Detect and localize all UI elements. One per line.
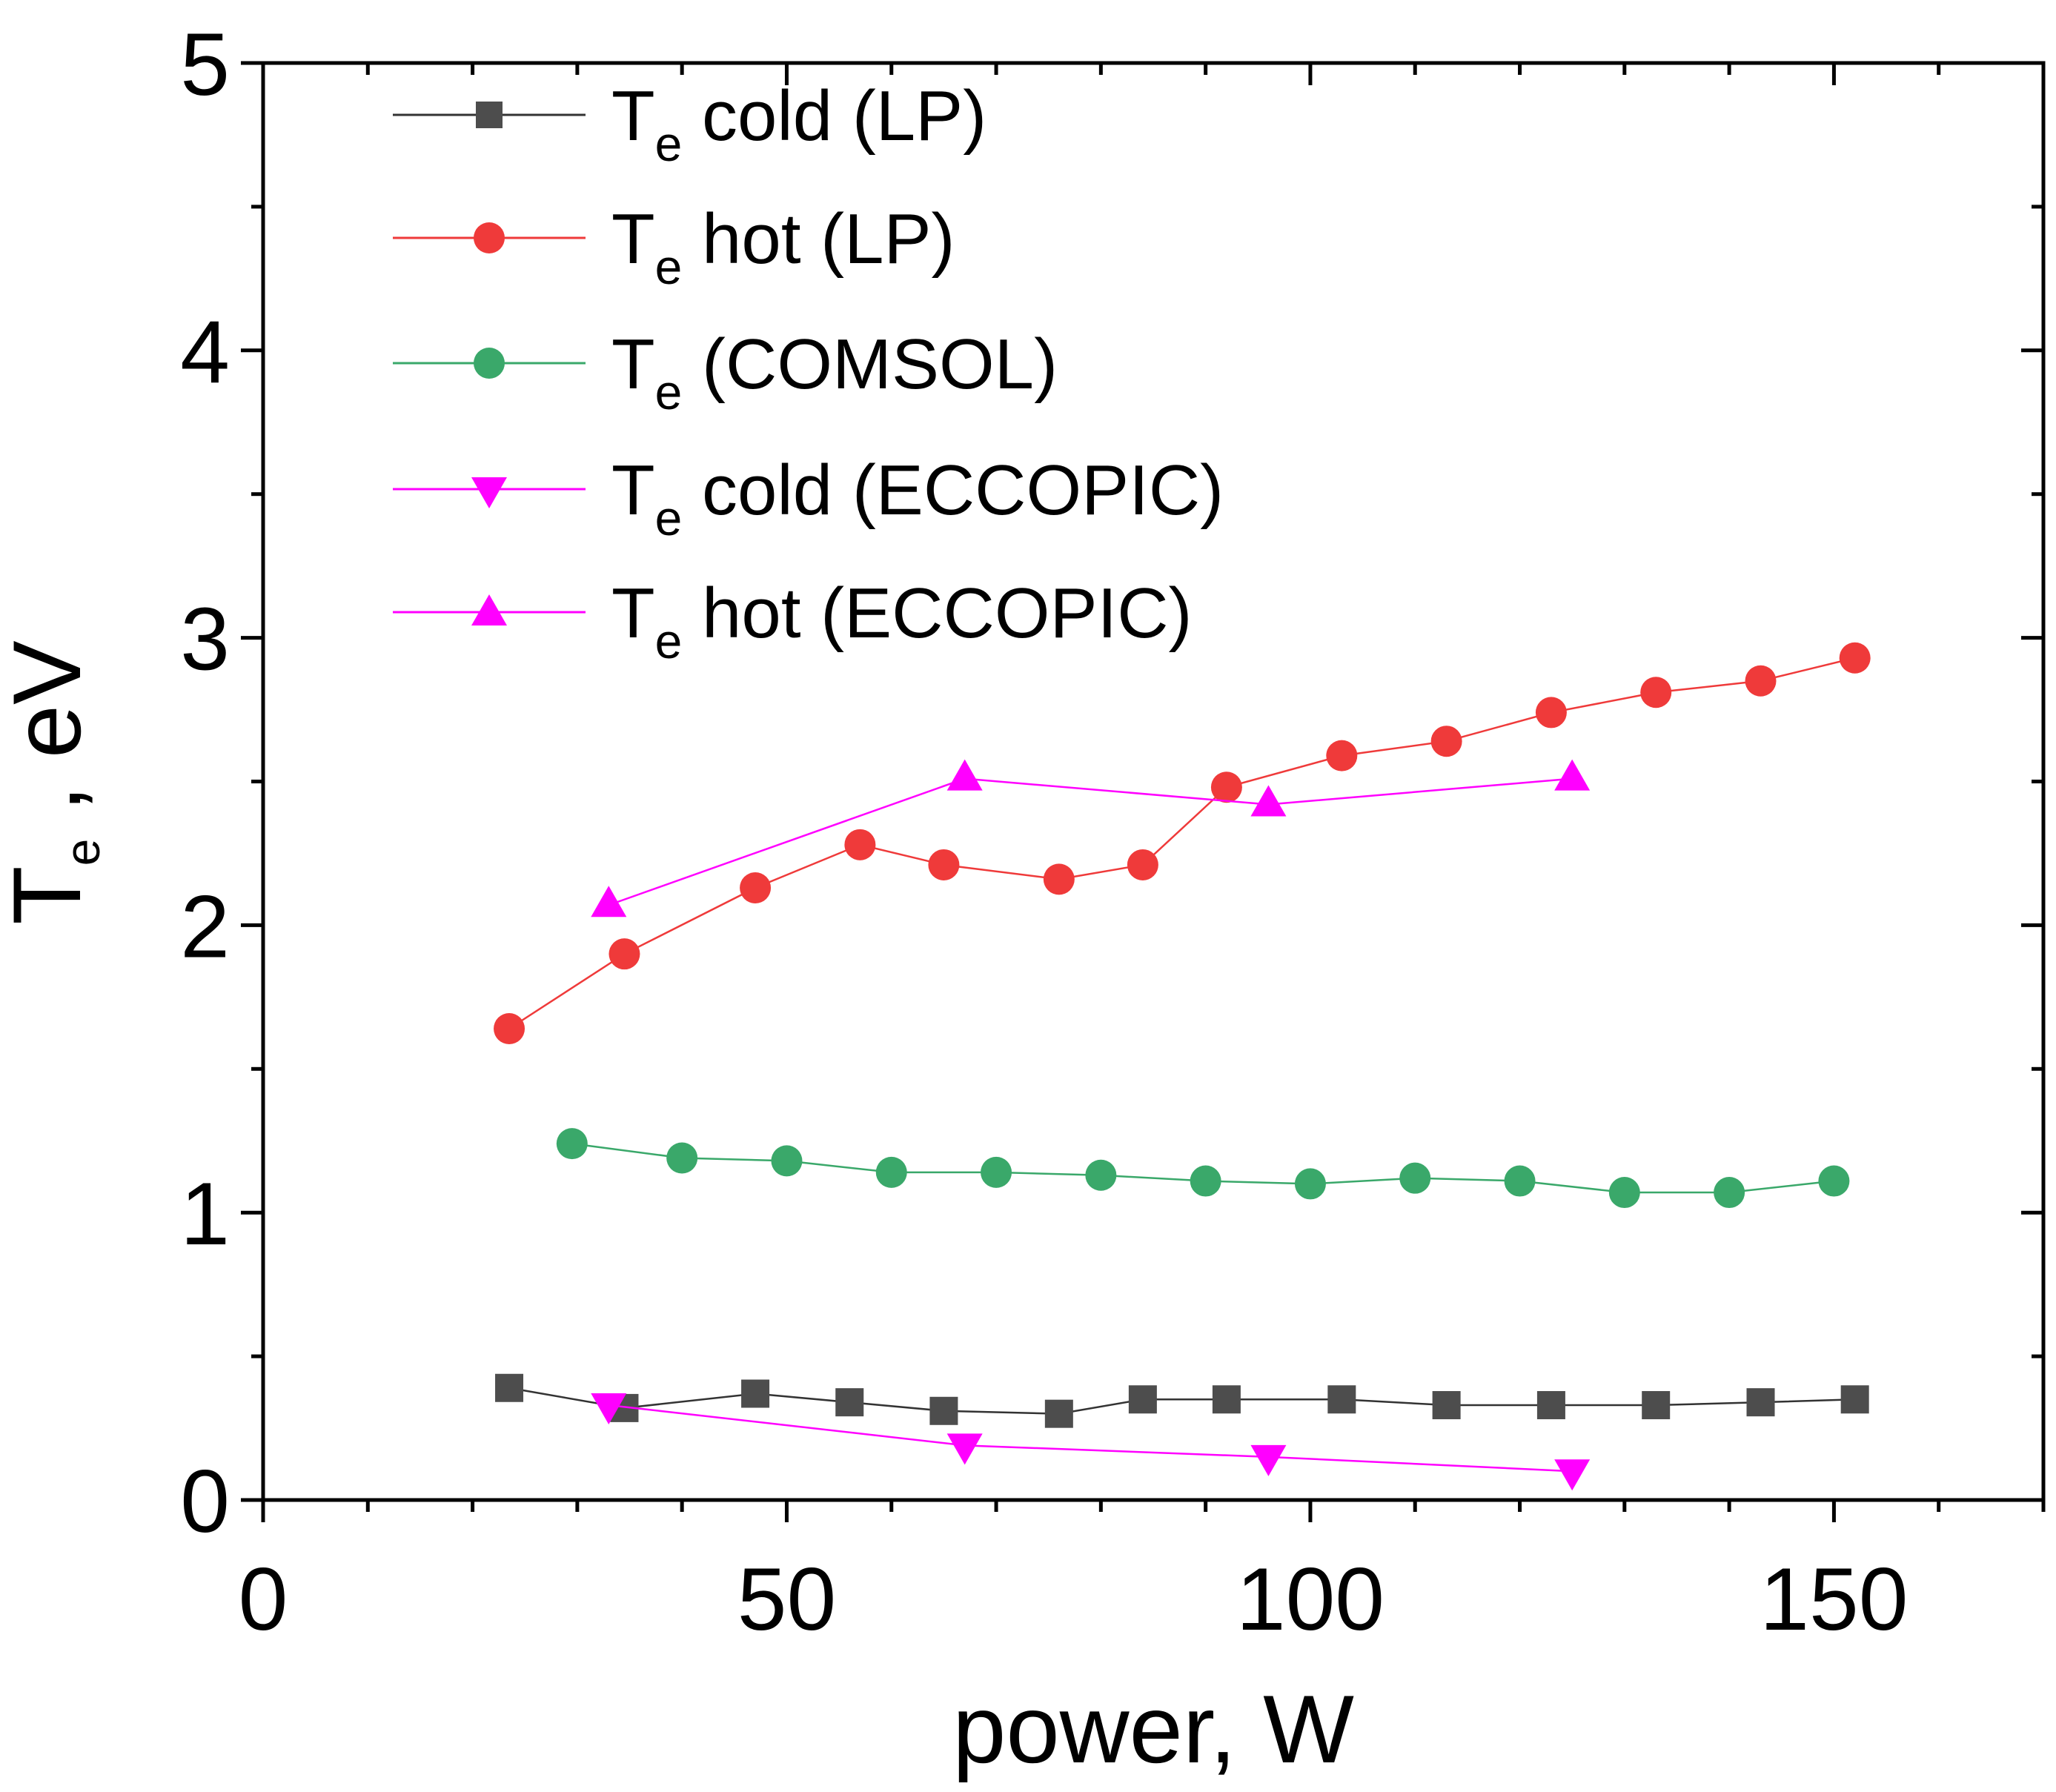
data-point	[740, 872, 772, 903]
data-point	[1043, 863, 1075, 895]
data-point	[1839, 642, 1871, 674]
y-tick-label: 5	[180, 15, 230, 114]
data-point	[1250, 785, 1287, 817]
legend-marker-circle	[474, 222, 505, 253]
data-point	[1840, 1385, 1869, 1414]
data-point	[1746, 1388, 1775, 1417]
y-tick-label: 3	[180, 590, 230, 689]
data-point	[591, 1393, 627, 1425]
data-point	[1608, 1177, 1640, 1209]
legend: Te cold (LP) Te hot (LP) Te (COMSOL) Te …	[393, 76, 1224, 668]
data-point	[1044, 1399, 1073, 1428]
data-point	[946, 1433, 983, 1465]
x-tick-label: 150	[1760, 1550, 1908, 1649]
data-point	[1640, 677, 1672, 708]
series-layer	[494, 642, 1871, 1491]
y-axis-label-unit: , eV	[0, 640, 101, 839]
data-point	[929, 1396, 958, 1425]
series-line	[508, 1387, 1855, 1415]
data-point	[741, 1379, 770, 1408]
data-point	[1554, 759, 1591, 791]
data-point	[946, 759, 983, 791]
data-point	[1326, 740, 1358, 771]
data-point	[928, 849, 960, 880]
x-tick-label: 0	[239, 1550, 288, 1649]
data-point	[1212, 1385, 1241, 1414]
legend-label-te-cold-lp: Te cold (LP)	[611, 76, 986, 171]
data-point	[1294, 1168, 1326, 1200]
series-0	[495, 1373, 1869, 1428]
data-point	[1327, 1385, 1356, 1414]
series-1	[494, 642, 1871, 1045]
legend-entry-te-hot-eccopic: Te hot (ECCOPIC)	[393, 574, 1192, 668]
data-point	[1190, 1165, 1221, 1197]
data-point	[1127, 849, 1158, 880]
data-point	[981, 1156, 1012, 1188]
data-point	[835, 1388, 864, 1417]
series-4	[591, 759, 1591, 917]
y-axis-label-main: T	[0, 866, 101, 924]
legend-entry-te-cold-eccopic: Te cold (ECCOPIC)	[393, 451, 1224, 545]
axis-ticks	[241, 61, 2046, 1522]
data-point	[844, 829, 876, 860]
axis-tick-labels: 0 50 100 150 0 1 2 3 4 5	[180, 15, 1908, 1649]
data-point	[494, 1013, 525, 1045]
legend-label-te-comsol: Te (COMSOL)	[611, 325, 1058, 419]
legend-label-te-hot-lp: Te hot (LP)	[611, 199, 955, 294]
data-point	[1714, 1177, 1745, 1209]
legend-entry-te-cold-lp: Te cold (LP)	[393, 76, 986, 171]
series-2	[556, 1128, 1850, 1209]
y-tick-label: 1	[180, 1164, 230, 1264]
legend-entry-te-hot-lp: Te hot (LP)	[393, 199, 955, 294]
x-tick-label: 50	[737, 1550, 836, 1649]
legend-marker-square	[476, 102, 503, 128]
data-point	[666, 1142, 698, 1174]
legend-marker-triangle-down	[471, 477, 507, 508]
data-point	[1745, 665, 1777, 697]
series-line	[608, 777, 1573, 906]
data-point	[771, 1145, 803, 1177]
data-point	[1504, 1165, 1536, 1197]
data-point	[556, 1128, 588, 1160]
data-point	[1818, 1165, 1850, 1197]
legend-label-te-cold-eccopic: Te cold (ECCOPIC)	[611, 451, 1224, 545]
data-point	[1554, 1459, 1591, 1491]
data-point	[1432, 1391, 1461, 1420]
data-point	[1642, 1391, 1671, 1420]
series-line	[508, 657, 1855, 1030]
data-point	[495, 1373, 524, 1402]
legend-marker-triangle-up	[471, 594, 507, 625]
legend-label-te-hot-eccopic: Te hot (ECCOPIC)	[611, 574, 1192, 668]
y-axis-label-sub: e	[55, 839, 110, 866]
y-axis-label: Te , eV	[0, 640, 110, 925]
y-tick-label: 0	[180, 1452, 230, 1551]
data-point	[591, 886, 627, 917]
series-line	[608, 1404, 1573, 1473]
legend-marker-circle	[474, 348, 505, 379]
data-point	[1210, 771, 1242, 803]
data-point	[1535, 697, 1567, 729]
x-tick-label: 100	[1236, 1550, 1385, 1649]
legend-entry-te-comsol: Te (COMSOL)	[393, 325, 1058, 419]
x-axis-label: power, W	[952, 1675, 1354, 1783]
data-point	[1085, 1159, 1117, 1191]
data-point	[1399, 1162, 1431, 1194]
data-point	[1430, 726, 1462, 757]
y-tick-label: 2	[180, 877, 230, 976]
data-point	[608, 938, 640, 970]
data-point	[1536, 1391, 1565, 1420]
data-point	[875, 1156, 907, 1188]
data-point	[1128, 1385, 1157, 1414]
y-tick-label: 4	[180, 302, 230, 402]
series-3	[591, 1393, 1591, 1491]
data-point	[1250, 1444, 1287, 1476]
plot-frame	[261, 61, 2046, 1502]
